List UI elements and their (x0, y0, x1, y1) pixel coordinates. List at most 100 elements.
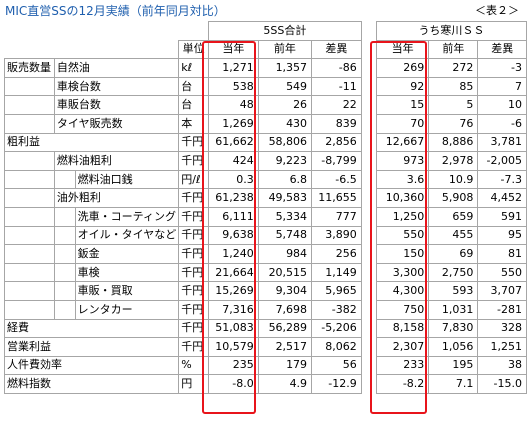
value-samukawa-current: 70 (375, 113, 430, 134)
value-samukawa-current: 3,300 (375, 262, 430, 283)
value-5ss-current: 48 (208, 95, 259, 115)
value-5ss-prior: 6.8 (257, 169, 313, 190)
value-5ss-current: 235 (208, 355, 259, 376)
value-samukawa-prior: 272 (428, 58, 479, 78)
value-samukawa-prior: 85 (428, 76, 479, 97)
table-row: 燃料指数円 -8.0 4.9 -12.9 -8.2 7.1 -15.0 (3, 374, 527, 394)
value-samukawa-prior: 1,056 (428, 337, 479, 357)
value-samukawa-diff: 4,452 (477, 188, 527, 208)
table-row: 車販・買取 千円 15,269 9,304 5,965 4,300 593 3,707 (4, 281, 527, 301)
value-5ss-diff: 2,856 (311, 132, 362, 153)
row-category-label (4, 113, 55, 134)
unit-cell: 台 (178, 95, 210, 115)
value-5ss-current: 538 (208, 76, 259, 97)
unit-cell: 千円 (178, 244, 210, 264)
value-5ss-diff: 3,890 (311, 225, 362, 246)
unit-cell: 千円 (178, 281, 210, 301)
unit-cell: 千円 (178, 188, 210, 208)
row-subitem-label: 車販・買取 (74, 281, 180, 301)
table-row: オイル・タイヤなど 千円 9,638 5,748 3,890 550 455 95 (4, 225, 527, 246)
unit-cell: 千円 (178, 225, 210, 246)
value-samukawa-current: 10,360 (375, 188, 430, 208)
value-5ss-current: 6,111 (208, 206, 259, 227)
value-samukawa-current: 150 (375, 244, 430, 264)
table-row: 洗車・コーティング 千円 6,111 5,334 777 1,250 659 591 (4, 206, 527, 227)
value-5ss-current: 61,238 (208, 188, 259, 208)
unit-cell: kℓ (178, 58, 210, 78)
value-5ss-prior: 49,583 (257, 188, 313, 208)
value-5ss-prior: 549 (257, 76, 313, 97)
value-5ss-prior: 56,289 (257, 318, 313, 339)
results-table-wrapper: 5SS合計 うち寒川ＳＳ 単位 当年 前年 差異 当年 前年 差異 販売数量 自然… (3, 21, 527, 414)
group-header-samukawa: うち寒川ＳＳ (375, 21, 527, 41)
value-5ss-diff: -8,799 (311, 151, 362, 171)
unit-cell: 千円 (178, 262, 210, 283)
value-samukawa-current: 973 (375, 151, 430, 171)
value-5ss-current: 15,269 (208, 281, 259, 301)
value-5ss-current: 1,240 (208, 244, 259, 264)
page-title: MIC直営SSの12月実績（前年同月対比） (5, 4, 226, 18)
value-samukawa-diff: 38 (477, 355, 527, 376)
row-category-label: 人件費効率 (3, 355, 180, 376)
value-samukawa-diff: 550 (477, 262, 527, 283)
value-samukawa-diff: 3,781 (477, 132, 527, 153)
column-header-diff: 差異 (477, 39, 527, 60)
value-5ss-prior: 9,304 (257, 281, 313, 301)
value-samukawa-current: 8,158 (375, 318, 430, 339)
value-samukawa-diff: -2,005 (477, 151, 527, 171)
value-samukawa-prior: 7,830 (428, 318, 479, 339)
value-samukawa-current: -8.2 (375, 374, 430, 394)
row-category-label (4, 169, 55, 190)
table-row: 車検台数台 538 549 -11 92 85 7 (4, 76, 527, 97)
value-samukawa-prior: 5 (428, 95, 479, 115)
row-category-label (4, 299, 55, 320)
row-category-label (4, 95, 55, 115)
group-header-row: 5SS合計 うち寒川ＳＳ (5, 21, 527, 41)
row-category-label (4, 188, 55, 208)
value-samukawa-diff: -281 (477, 299, 527, 320)
unit-cell: 千円 (178, 337, 210, 357)
row-item-label (53, 244, 76, 264)
value-samukawa-current: 750 (375, 299, 430, 320)
value-5ss-diff: 56 (311, 355, 362, 376)
value-samukawa-current: 1,250 (375, 206, 430, 227)
group-header-5ss: 5SS合計 (208, 21, 362, 41)
row-item-label (53, 262, 76, 283)
value-samukawa-current: 4,300 (375, 281, 430, 301)
column-header-row: 単位 当年 前年 差異 当年 前年 差異 (5, 39, 527, 60)
row-item-label (53, 225, 76, 246)
value-5ss-diff: 839 (311, 113, 362, 134)
value-samukawa-prior: 593 (428, 281, 479, 301)
table-row: 粗利益 千円 61,662 58,806 2,856 12,667 8,886 3,781 (3, 132, 527, 153)
row-item-label: タイヤ販売数 (53, 113, 180, 134)
row-category-label: 営業利益 (3, 337, 180, 357)
value-samukawa-prior: 2,750 (428, 262, 479, 283)
column-header-diff: 差異 (311, 39, 362, 60)
value-samukawa-diff: -7.3 (477, 169, 527, 190)
column-header-prior: 前年 (257, 39, 313, 60)
value-samukawa-diff: -15.0 (477, 374, 527, 394)
value-5ss-diff: 11,655 (311, 188, 362, 208)
value-5ss-prior: 430 (257, 113, 313, 134)
results-table: 5SS合計 うち寒川ＳＳ 単位 当年 前年 差異 当年 前年 差異 販売数量 自然… (3, 21, 527, 394)
value-5ss-current: 0.3 (208, 169, 259, 190)
table-row: 燃料油口銭 円/ℓ 0.3 6.8 -6.5 3.6 10.9 -7.3 (4, 169, 527, 190)
table-row: 経費 千円 51,083 56,289 -5,206 8,158 7,830 328 (3, 318, 527, 339)
row-subitem-label: レンタカー (74, 299, 180, 320)
value-5ss-prior: 5,334 (257, 206, 313, 227)
table-row: 鈑金 千円 1,240 984 256 150 69 81 (4, 244, 527, 264)
value-samukawa-prior: 2,978 (428, 151, 479, 171)
value-samukawa-diff: -6 (477, 113, 527, 134)
value-5ss-diff: 8,062 (311, 337, 362, 357)
value-samukawa-prior: 5,908 (428, 188, 479, 208)
value-samukawa-current: 3.6 (375, 169, 430, 190)
table-row: 人件費効率% 235 179 56 233 195 38 (3, 355, 527, 376)
value-samukawa-current: 12,667 (375, 132, 430, 153)
row-subitem-label: 燃料油口銭 (74, 169, 180, 190)
value-5ss-current: 61,662 (208, 132, 259, 153)
value-samukawa-diff: 81 (477, 244, 527, 264)
row-category-label (4, 206, 55, 227)
value-samukawa-prior: 8,886 (428, 132, 479, 153)
row-category-label (4, 244, 55, 264)
value-samukawa-diff: -3 (477, 58, 527, 78)
